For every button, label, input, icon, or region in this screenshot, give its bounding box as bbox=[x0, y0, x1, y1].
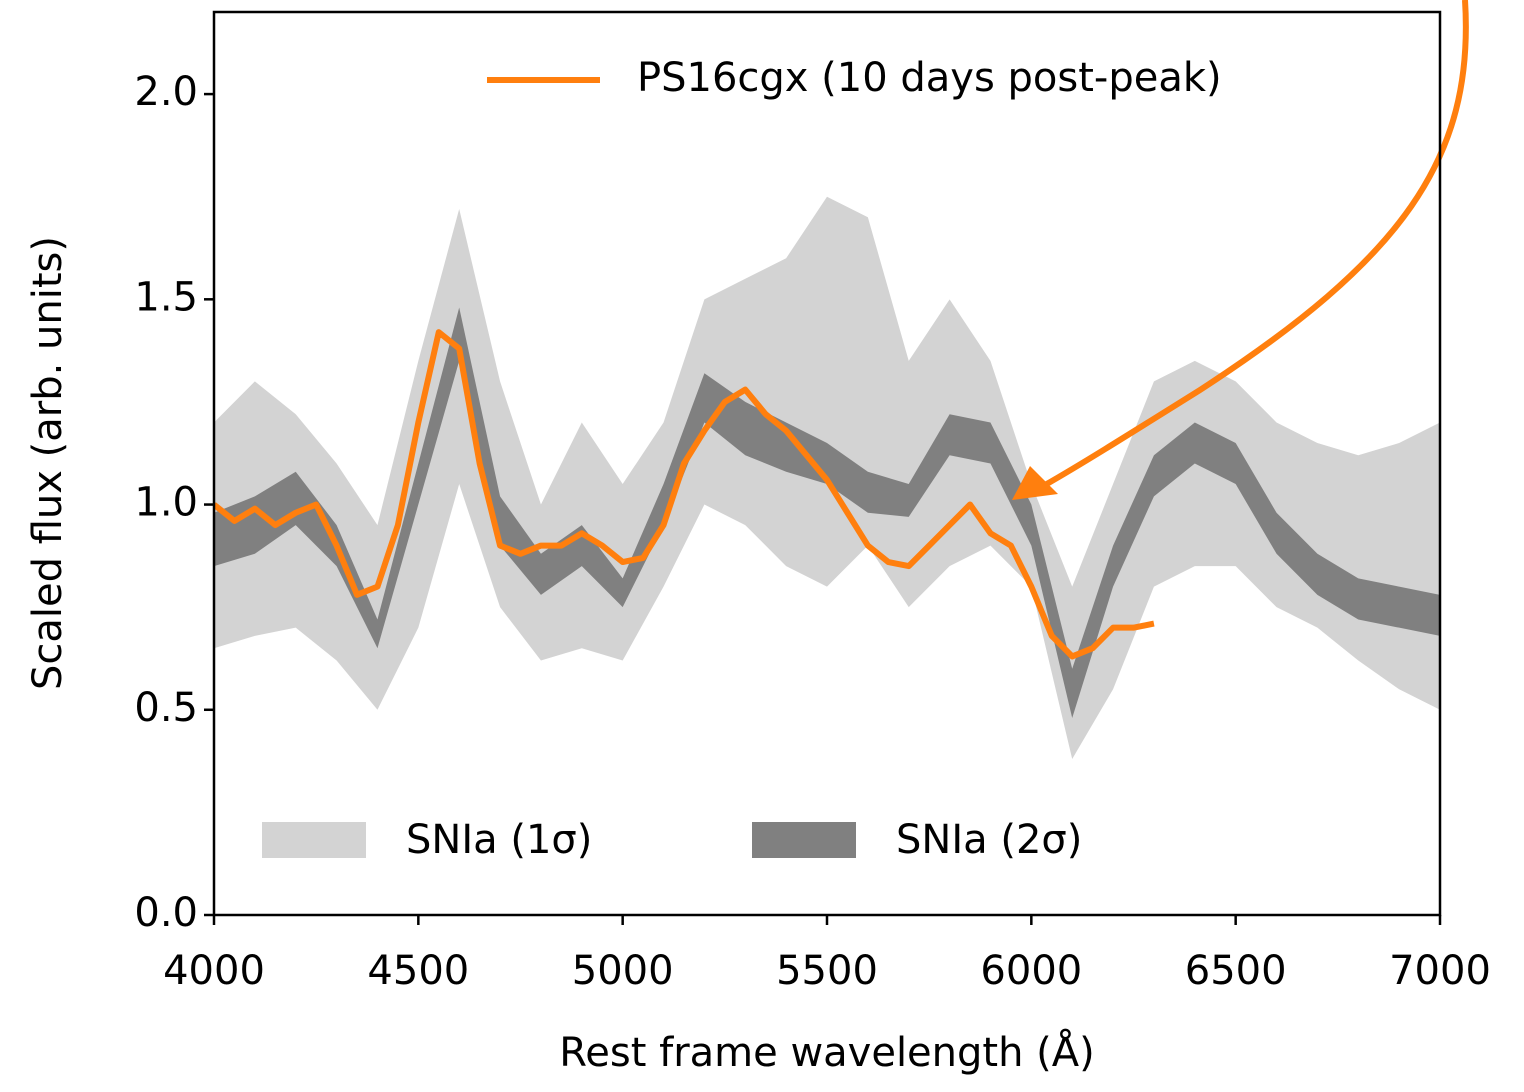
y-tick-label: 2.0 bbox=[134, 69, 198, 115]
x-tick-label: 5000 bbox=[572, 948, 674, 994]
y-axis-label: Scaled flux (arb. units) bbox=[25, 236, 71, 690]
legend-label: SNIa (2σ) bbox=[896, 817, 1082, 863]
annotation-arrow bbox=[1043, 0, 1469, 488]
x-tick-label: 6000 bbox=[980, 948, 1082, 994]
legend-swatch bbox=[752, 822, 856, 858]
y-tick-label: 1.5 bbox=[134, 274, 198, 320]
arrow-head bbox=[1012, 466, 1058, 500]
x-tick-label: 4500 bbox=[367, 948, 469, 994]
legend-swatch bbox=[262, 822, 366, 858]
y-tick-label: 0.5 bbox=[134, 685, 198, 731]
legend-label: PS16cgx (10 days post-peak) bbox=[637, 55, 1222, 101]
y-tick-label: 1.0 bbox=[134, 480, 198, 526]
x-tick-label: 5500 bbox=[776, 948, 878, 994]
line bbox=[214, 329, 1155, 660]
x-axis-label: Rest frame wavelength (Å) bbox=[559, 1028, 1094, 1076]
x-tick-label: 7000 bbox=[1389, 948, 1491, 994]
y-tick-label: 0.0 bbox=[134, 890, 198, 936]
x-tick-label: 4000 bbox=[163, 948, 265, 994]
legend-label: SNIa (1σ) bbox=[406, 817, 592, 863]
plot-area bbox=[214, 196, 1440, 760]
x-tick-label: 6500 bbox=[1185, 948, 1287, 994]
